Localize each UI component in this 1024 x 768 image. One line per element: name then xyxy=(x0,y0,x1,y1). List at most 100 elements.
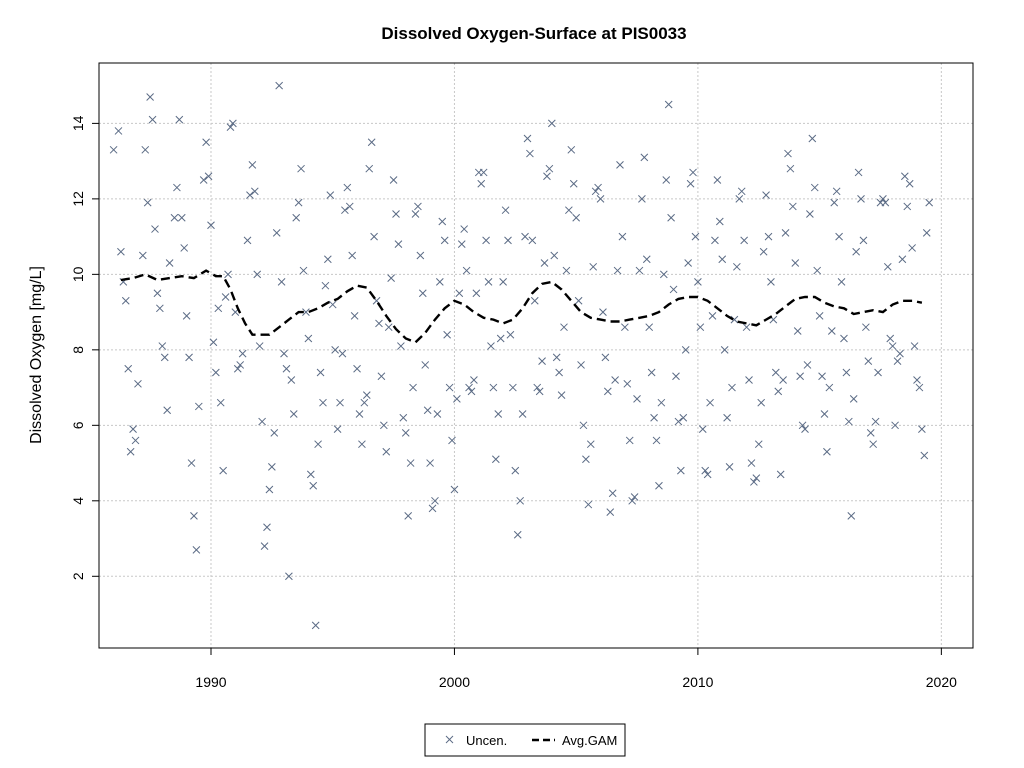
data-point xyxy=(226,123,235,132)
data-point xyxy=(282,364,291,373)
data-point xyxy=(538,357,546,366)
data-point xyxy=(384,323,393,332)
data-point xyxy=(375,319,383,328)
data-point xyxy=(258,417,266,426)
data-point xyxy=(623,379,632,388)
x-tick-label: 2020 xyxy=(926,674,957,690)
data-point xyxy=(477,179,486,188)
data-point xyxy=(509,383,517,392)
data-point xyxy=(823,447,831,456)
data-point xyxy=(560,323,568,332)
data-point xyxy=(601,353,610,362)
data-point xyxy=(521,232,529,241)
data-point xyxy=(277,278,286,286)
data-point xyxy=(596,195,605,203)
data-point xyxy=(190,512,198,520)
data-point xyxy=(496,334,505,343)
data-point xyxy=(370,232,378,241)
data-point xyxy=(771,368,780,377)
data-point xyxy=(574,296,583,305)
data-point xyxy=(922,228,931,237)
data-point xyxy=(798,421,807,430)
data-point xyxy=(484,278,493,286)
data-point xyxy=(165,259,174,267)
data-point xyxy=(121,296,130,305)
data-point xyxy=(275,81,284,90)
data-point xyxy=(686,179,695,188)
data-point xyxy=(603,387,612,396)
data-point xyxy=(913,376,921,384)
data-point xyxy=(267,462,276,471)
data-point xyxy=(465,383,473,392)
data-point xyxy=(435,278,444,286)
data-point xyxy=(672,372,680,381)
data-point xyxy=(445,383,454,392)
data-point xyxy=(350,312,359,320)
data-point xyxy=(404,512,413,520)
data-point xyxy=(866,429,875,437)
data-point xyxy=(523,134,532,143)
data-point xyxy=(114,127,123,135)
data-point xyxy=(625,436,634,445)
data-point xyxy=(630,493,639,501)
data-point xyxy=(650,413,658,422)
data-point xyxy=(426,459,434,467)
data-point xyxy=(803,361,812,369)
y-axis-label: Dissolved Oxygen [mg/L] xyxy=(28,266,45,444)
data-point xyxy=(141,145,150,154)
data-point xyxy=(392,210,400,218)
data-point xyxy=(153,289,162,298)
data-point xyxy=(450,485,459,494)
data-point xyxy=(511,466,520,475)
data-point xyxy=(849,395,858,403)
data-point xyxy=(467,387,476,396)
data-point xyxy=(143,198,152,207)
data-point xyxy=(265,485,274,494)
data-point xyxy=(796,372,805,381)
data-point xyxy=(199,176,208,184)
data-point xyxy=(192,546,201,554)
data-point xyxy=(569,179,578,188)
data-point xyxy=(224,270,232,279)
data-point xyxy=(238,349,247,358)
data-point xyxy=(832,187,841,196)
y-tick-label: 4 xyxy=(70,497,86,505)
data-point xyxy=(655,481,663,490)
data-point xyxy=(613,266,622,275)
data-point xyxy=(918,425,926,433)
data-point xyxy=(309,481,318,490)
data-point xyxy=(706,398,714,407)
data-point xyxy=(343,183,352,192)
x-tick-label: 2000 xyxy=(439,674,470,690)
y-tick-label: 6 xyxy=(70,421,86,429)
data-point xyxy=(457,240,466,249)
data-point xyxy=(844,417,853,426)
data-point xyxy=(355,410,364,418)
data-point xyxy=(767,278,775,286)
data-point xyxy=(677,466,685,475)
data-point xyxy=(606,508,615,516)
data-point xyxy=(175,115,184,124)
data-point xyxy=(633,395,641,403)
data-point xyxy=(684,259,693,267)
data-point xyxy=(896,349,904,358)
data-point xyxy=(414,202,422,211)
data-point xyxy=(180,244,189,252)
data-point xyxy=(394,240,403,249)
data-point xyxy=(635,266,644,275)
data-point xyxy=(854,168,863,177)
data-point xyxy=(776,470,785,479)
data-point xyxy=(852,247,860,256)
data-point xyxy=(526,149,534,158)
data-point xyxy=(302,308,310,316)
data-point xyxy=(173,183,181,192)
data-point xyxy=(431,496,439,505)
data-point xyxy=(757,398,766,407)
data-point xyxy=(270,429,279,437)
data-point xyxy=(491,455,500,464)
data-point xyxy=(418,289,427,298)
data-point xyxy=(448,436,456,445)
data-point xyxy=(331,345,340,354)
data-point xyxy=(645,323,654,332)
